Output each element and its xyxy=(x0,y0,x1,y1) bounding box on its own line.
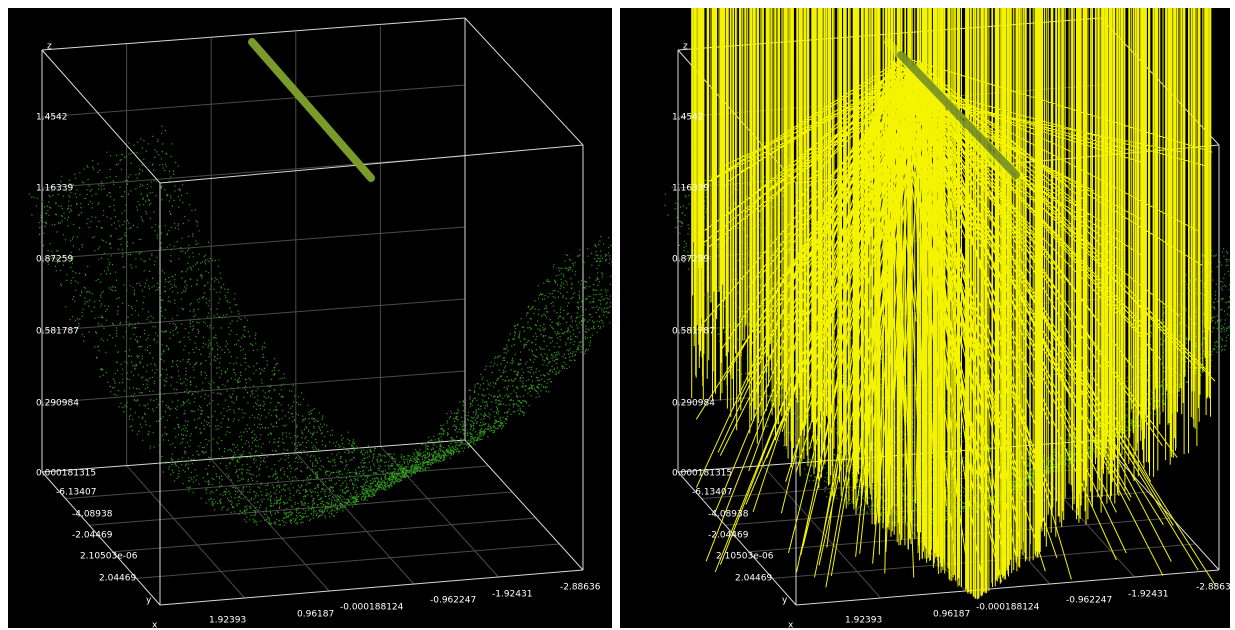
z-tick-label: 1.16339 xyxy=(36,184,73,194)
axis-box-edge xyxy=(159,569,584,606)
grid-line xyxy=(41,84,466,118)
z-axis-label: z xyxy=(47,42,52,52)
x-tick-label: -0.000188124 xyxy=(976,603,1040,613)
axis-box-edge xyxy=(464,439,584,571)
y-axis-label: y xyxy=(146,596,152,606)
z-tick-label: 0.87259 xyxy=(36,255,73,265)
x-tick-label: 0.96187 xyxy=(297,610,334,620)
axis-box-edge xyxy=(41,49,161,184)
y-tick-label: -2.04469 xyxy=(72,531,113,541)
z-tick-label: 1.4542 xyxy=(36,113,68,123)
axis-box-edge xyxy=(795,569,1220,606)
axis-box-edge xyxy=(1100,439,1220,571)
grid-line xyxy=(748,517,1172,553)
y-tick-label: -2.04469 xyxy=(708,531,749,541)
z-axis-label: z xyxy=(683,42,688,52)
grid-line xyxy=(112,517,536,553)
z-tick-label: 0.290984 xyxy=(672,399,715,409)
x-tick-label: -0.962247 xyxy=(430,596,476,606)
grid-line xyxy=(41,298,466,332)
plot-panel: z 1.4542 1.16339 0.87259 0.581787 0.290984 0.0… xyxy=(620,8,1230,628)
axis-box-edge xyxy=(41,471,161,606)
y-tick-label: 2.04469 xyxy=(99,574,136,584)
y-tick-label: 2.10503e-06 xyxy=(716,552,774,562)
point-cluster xyxy=(897,51,1020,179)
x-tick-label: -1.92431 xyxy=(1128,590,1168,600)
axis-box-edge xyxy=(159,144,584,184)
z-tick-label: 0.290984 xyxy=(36,399,79,409)
grid-line xyxy=(41,370,466,404)
point-cloud xyxy=(28,125,612,526)
x-tick-label: -0.962247 xyxy=(1066,596,1112,606)
x-tick-label: -2.88636 xyxy=(1196,583,1230,593)
grid-line xyxy=(41,155,466,189)
plot-panel: z 1.4542 1.16339 0.87259 0.581787 0.290984 0.0… xyxy=(8,8,612,628)
grid-line xyxy=(136,543,560,579)
axis-box-edge xyxy=(677,471,797,606)
plot-area: z 1.4542 1.16339 0.87259 0.581787 0.290984 0.0… xyxy=(28,17,612,629)
grid-line xyxy=(126,465,245,599)
z-tick-label: 1.4542 xyxy=(672,113,704,123)
x-axis-label: x xyxy=(152,621,158,629)
grid-line xyxy=(295,452,415,585)
y-tick-label: -6.13407 xyxy=(56,488,96,498)
grid-line xyxy=(89,491,513,526)
y-axis-label: y xyxy=(782,596,788,606)
y-tick-label: 2.10503e-06 xyxy=(80,552,138,562)
x-tick-label: 1.92393 xyxy=(845,616,882,626)
x-tick-label: -1.92431 xyxy=(492,590,532,600)
x-tick-label: -2.88636 xyxy=(560,583,601,593)
z-tick-label: 0.000181315 xyxy=(36,469,96,479)
grid-line xyxy=(41,226,466,260)
x-tick-label: 1.92393 xyxy=(209,616,246,626)
x-tick-label: 0.96187 xyxy=(933,610,970,620)
z-tick-label: 0.581787 xyxy=(672,327,715,337)
plot-area: z 1.4542 1.16339 0.87259 0.581787 0.290984 0.0… xyxy=(664,8,1230,628)
z-tick-label: 0.87259 xyxy=(672,255,709,265)
x-tick-label: -0.000188124 xyxy=(340,603,404,613)
grid-line xyxy=(762,465,881,599)
y-tick-label: -6.13407 xyxy=(692,488,732,498)
x-axis-label: x xyxy=(788,621,794,629)
normal-lines xyxy=(691,8,1216,600)
axis-box-edge xyxy=(41,17,466,51)
z-tick-label: 1.16339 xyxy=(672,184,709,194)
grid-line xyxy=(65,465,489,500)
y-tick-label: -4.08938 xyxy=(708,510,749,520)
grid-line xyxy=(701,465,1125,500)
axis-box-edge xyxy=(464,17,584,146)
z-tick-label: 0.000181315 xyxy=(672,469,732,479)
y-tick-label: -4.08938 xyxy=(72,510,113,520)
z-tick-label: 0.581787 xyxy=(36,327,79,337)
point-cluster xyxy=(248,38,375,182)
y-tick-label: 2.04469 xyxy=(735,574,772,584)
